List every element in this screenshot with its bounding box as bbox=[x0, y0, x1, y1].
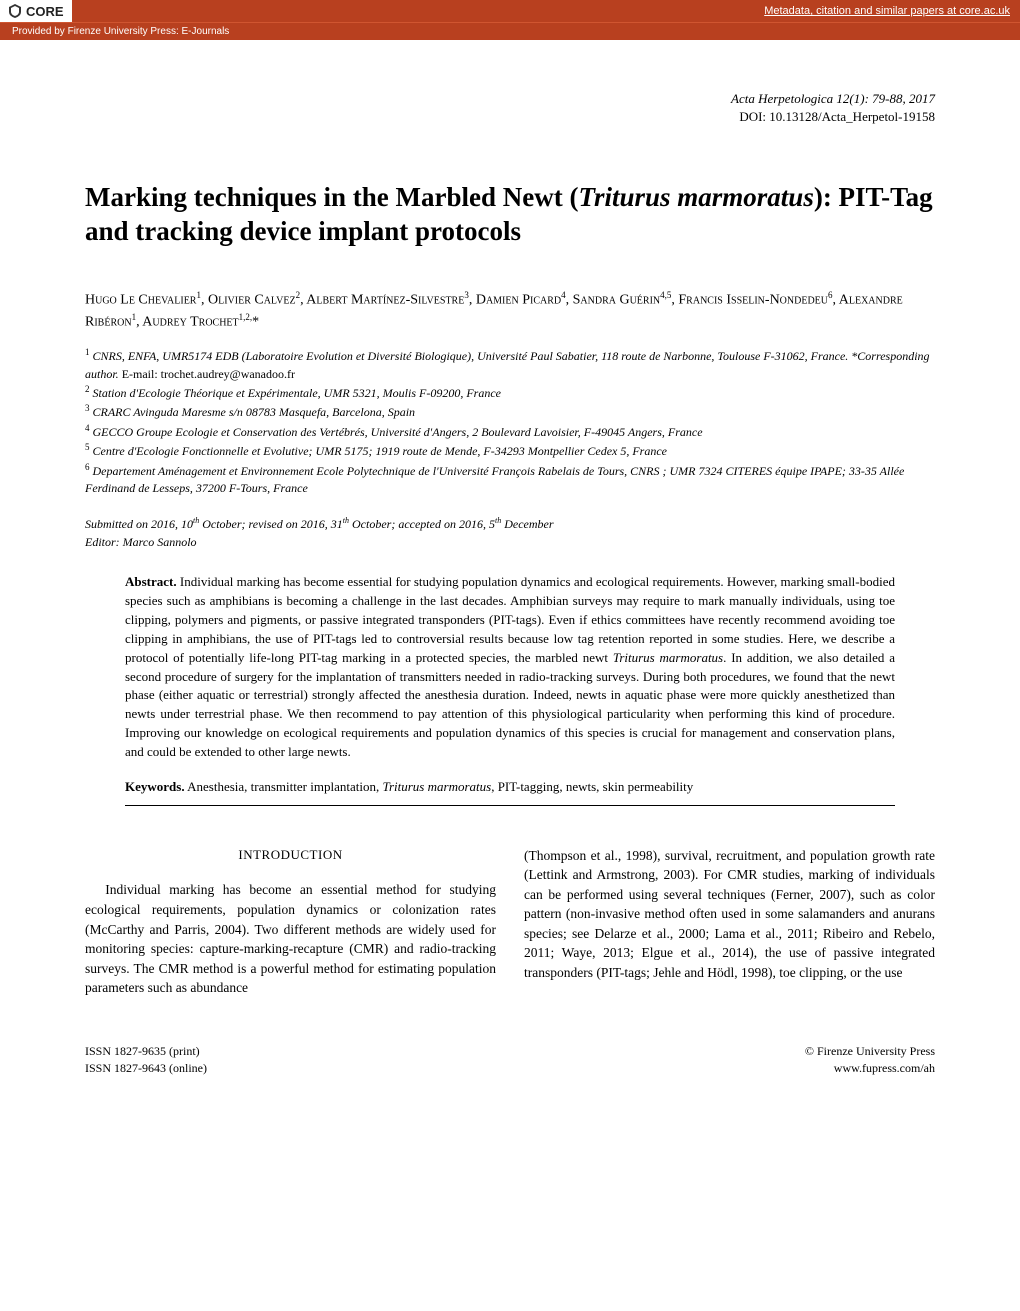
core-icon bbox=[8, 3, 22, 19]
journal-doi: DOI: 10.13128/Acta_Herpetol-19158 bbox=[85, 108, 935, 126]
column-right: (Thompson et al., 1998), survival, recru… bbox=[524, 846, 935, 998]
issn-online: ISSN 1827-9643 (online) bbox=[85, 1060, 207, 1077]
title-prefix: Marking techniques in the Marbled Newt ( bbox=[85, 182, 578, 212]
keywords-label: Keywords. bbox=[125, 779, 185, 794]
article-title: Marking techniques in the Marbled Newt (… bbox=[85, 181, 935, 249]
core-label: CORE bbox=[26, 4, 64, 19]
column-left: INTRODUCTION Individual marking has beco… bbox=[85, 846, 496, 998]
keywords-rule bbox=[125, 805, 895, 806]
footer-right: © Firenze University Press www.fupress.c… bbox=[805, 1043, 935, 1077]
abstract: Abstract. Individual marking has become … bbox=[85, 573, 935, 761]
affiliation: 3 CRARC Avinguda Maresme s/n 08783 Masqu… bbox=[85, 402, 935, 421]
journal-name-vol: Acta Herpetologica 12(1): 79-88, 2017 bbox=[85, 90, 935, 108]
copyright: © Firenze University Press bbox=[805, 1043, 935, 1060]
abstract-label: Abstract. bbox=[125, 574, 177, 589]
authors: Hugo Le Chevalier1, Olivier Calvez2, Alb… bbox=[85, 289, 935, 332]
title-species: Triturus marmoratus bbox=[578, 182, 813, 212]
abstract-text: Individual marking has become essential … bbox=[125, 574, 895, 759]
affiliation: 5 Centre d'Ecologie Fonctionnelle et Evo… bbox=[85, 441, 935, 460]
body-paragraph: (Thompson et al., 1998), survival, recru… bbox=[524, 846, 935, 983]
section-heading: INTRODUCTION bbox=[85, 846, 496, 865]
keywords: Keywords. Anesthesia, transmitter implan… bbox=[85, 778, 935, 797]
editor: Editor: Marco Sannolo bbox=[85, 533, 935, 551]
submission-dates: Submitted on 2016, 10th October; revised… bbox=[85, 515, 935, 533]
metadata-link[interactable]: Metadata, citation and similar papers at… bbox=[764, 5, 1020, 17]
page-content: Acta Herpetologica 12(1): 79-88, 2017 DO… bbox=[0, 40, 1020, 1116]
keywords-text: Anesthesia, transmitter implantation, Tr… bbox=[185, 779, 694, 794]
affiliation: 4 GECCO Groupe Ecologie et Conservation … bbox=[85, 422, 935, 441]
provided-by-bar: Provided by Firenze University Press: E-… bbox=[0, 22, 1020, 40]
core-badge[interactable]: CORE bbox=[0, 0, 72, 22]
affiliation: 6 Departement Aménagement et Environneme… bbox=[85, 461, 935, 498]
core-banner: CORE Metadata, citation and similar pape… bbox=[0, 0, 1020, 22]
affiliations: 1 CNRS, ENFA, UMR5174 EDB (Laboratoire E… bbox=[85, 346, 935, 497]
affiliation: 2 Station d'Ecologie Théorique et Expéri… bbox=[85, 383, 935, 402]
issn-print: ISSN 1827-9635 (print) bbox=[85, 1043, 207, 1060]
publisher-url: www.fupress.com/ah bbox=[805, 1060, 935, 1077]
footer-left: ISSN 1827-9635 (print) ISSN 1827-9643 (o… bbox=[85, 1043, 207, 1077]
body-paragraph: Individual marking has become an essenti… bbox=[85, 880, 496, 997]
submission-info: Submitted on 2016, 10th October; revised… bbox=[85, 515, 935, 551]
affiliation: 1 CNRS, ENFA, UMR5174 EDB (Laboratoire E… bbox=[85, 346, 935, 383]
journal-info: Acta Herpetologica 12(1): 79-88, 2017 DO… bbox=[85, 90, 935, 126]
provided-by-text: Provided by Firenze University Press: E-… bbox=[12, 26, 229, 37]
body-columns: INTRODUCTION Individual marking has beco… bbox=[85, 846, 935, 998]
page-footer: ISSN 1827-9635 (print) ISSN 1827-9643 (o… bbox=[85, 1043, 935, 1077]
